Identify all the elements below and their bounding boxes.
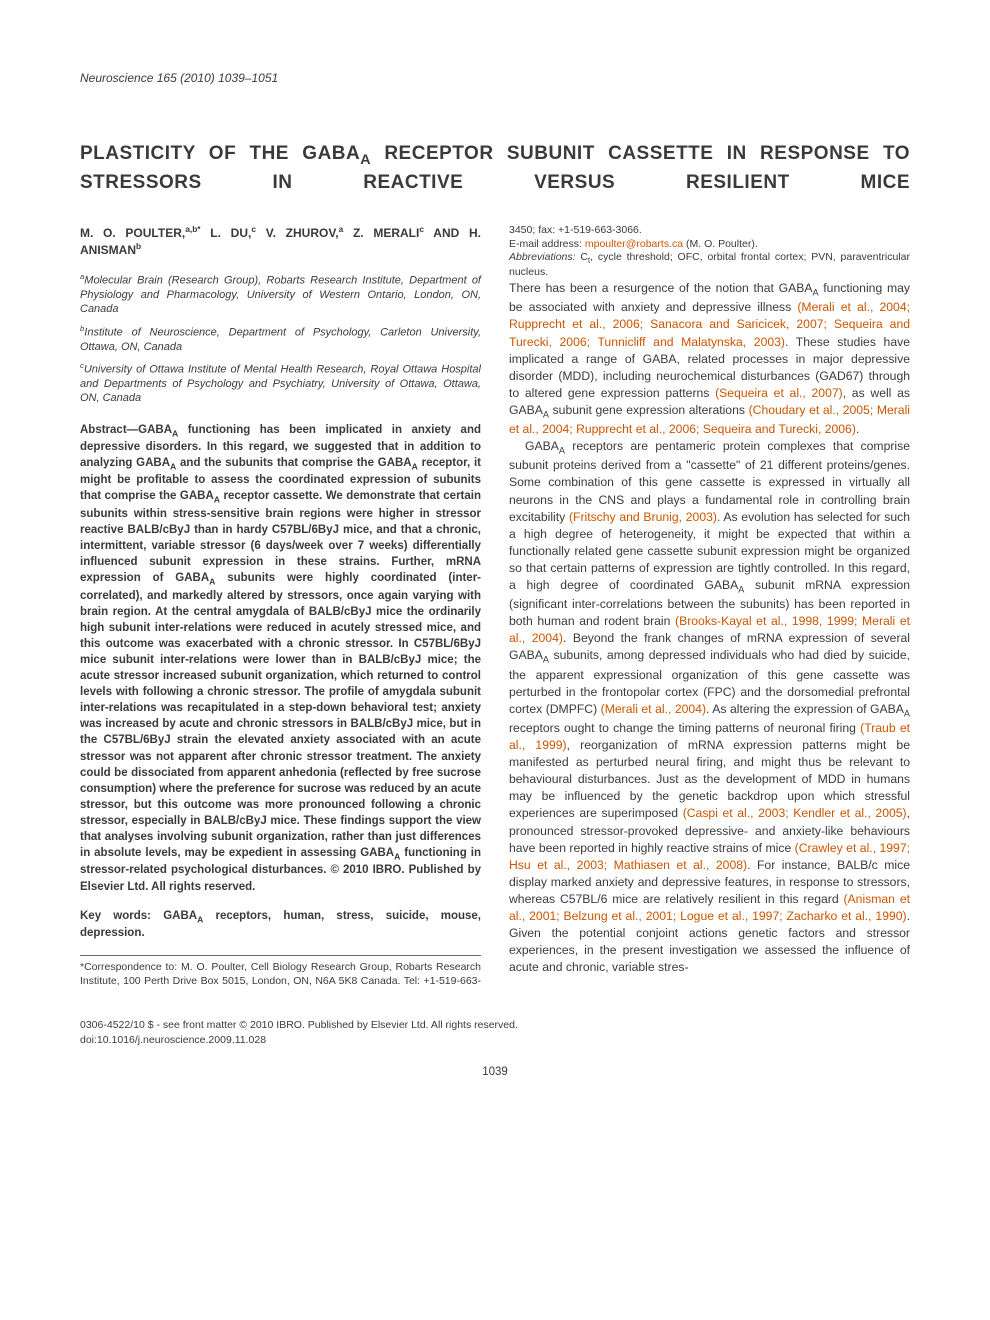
page-number: 1039 bbox=[80, 1065, 910, 1081]
authors: M. O. POULTER,a,b* L. DU,c V. ZHUROV,a Z… bbox=[80, 224, 481, 258]
abstract: Abstract—GABAA functioning has been impl… bbox=[80, 422, 481, 895]
body-paragraph-2: GABAA receptors are pentameric protein c… bbox=[509, 438, 910, 976]
email-line: E-mail address: mpoulter@robarts.ca (M. … bbox=[509, 238, 910, 252]
journal-name: Neuroscience bbox=[80, 71, 153, 85]
journal-vol: 165 (2010) 1039–1051 bbox=[157, 71, 278, 85]
body-paragraph-1: There has been a resurgence of the notio… bbox=[509, 280, 910, 438]
affiliation-b: bInstitute of Neuroscience, Department o… bbox=[80, 324, 481, 354]
email-link[interactable]: mpoulter@robarts.ca bbox=[585, 238, 683, 250]
keywords: Key words: GABAA receptors, human, stres… bbox=[80, 909, 481, 941]
affiliation-a: aMolecular Brain (Research Group), Robar… bbox=[80, 272, 481, 317]
copyright-line: 0306-4522/10 $ - see front matter © 2010… bbox=[80, 1018, 910, 1032]
abbreviations: Abbreviations: Ct, cycle threshold; OFC,… bbox=[509, 251, 910, 280]
page-footer: 0306-4522/10 $ - see front matter © 2010… bbox=[80, 1018, 910, 1046]
affiliation-c: cUniversity of Ottawa Institute of Menta… bbox=[80, 361, 481, 406]
affiliations: aMolecular Brain (Research Group), Robar… bbox=[80, 272, 481, 405]
doi-line: doi:10.1016/j.neuroscience.2009.11.028 bbox=[80, 1033, 910, 1047]
article-title: PLASTICITY OF THE GABAA RECEPTOR SUBUNIT… bbox=[80, 141, 910, 196]
journal-citation: Neuroscience 165 (2010) 1039–1051 bbox=[80, 70, 910, 86]
